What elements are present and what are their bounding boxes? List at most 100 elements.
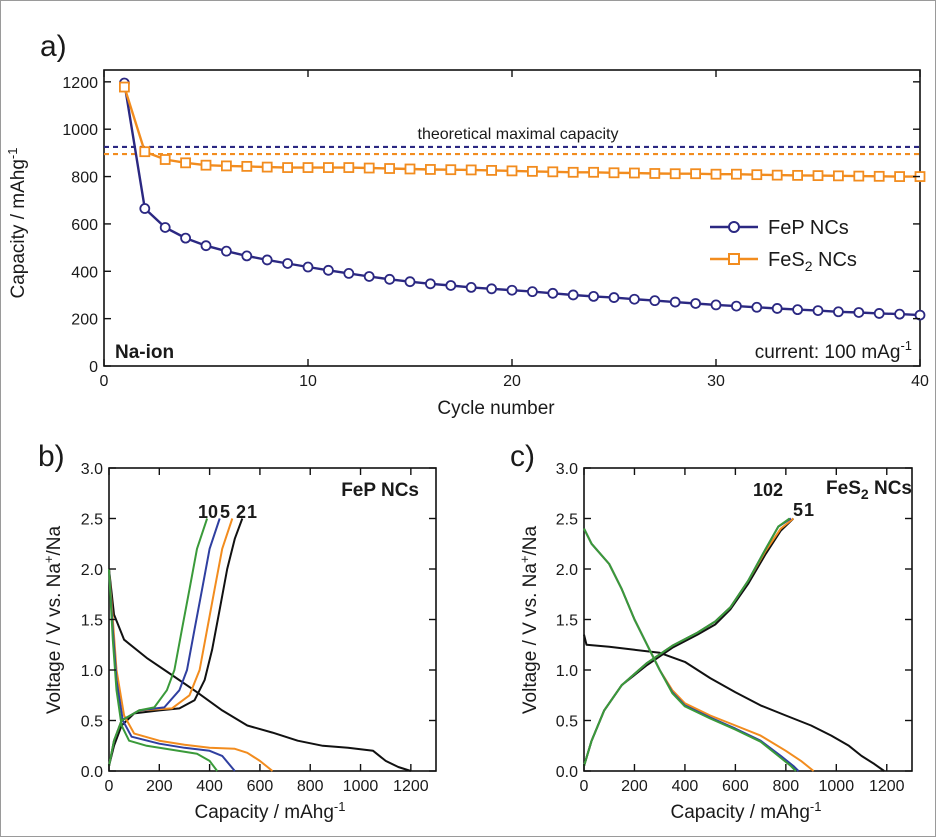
cycle-1-discharge-curve [108, 568, 412, 772]
cycle-5-charge-curve [108, 518, 221, 767]
data-point-fep [424, 278, 436, 290]
data-point-fes2 [465, 164, 477, 176]
x-tick-label: 0 [100, 373, 109, 390]
data-point-fep [649, 295, 661, 307]
legend-label-fes2: FeS2 NCs [768, 249, 857, 274]
legend-label-fep: FeP NCs [768, 217, 849, 239]
data-point-fes2 [588, 166, 599, 178]
cycle-1-charge-curve [108, 518, 244, 767]
y-tick-label: 600 [71, 217, 98, 234]
x-tick-label: 200 [621, 778, 648, 795]
panel-c-y-axis-title: Voltage / V vs. Na+/Na [517, 525, 541, 714]
panel-c-x-axis-title: Capacity / mAhg-1 [671, 799, 822, 823]
data-point-fep [669, 296, 681, 308]
x-tick-label: 0 [105, 778, 114, 795]
y-tick-label: 3.0 [556, 461, 578, 478]
data-point-fes2 [873, 170, 885, 182]
y-tick-label: 1.5 [81, 613, 103, 630]
panel-c-title: FeS2 NCs [826, 478, 912, 502]
x-tick-label: 200 [146, 778, 173, 795]
x-tick-label: 400 [672, 778, 699, 795]
series-line-fes2 [123, 86, 920, 178]
cycle-label-1: 1 [247, 502, 257, 522]
data-point-fep [445, 280, 457, 291]
panel-b: b) 0 200 400 600 800 1000 1200 0.0 0.5 1.0 1.5 2.0 2… [38, 440, 437, 823]
y-tick-label: 3.0 [81, 461, 103, 478]
y-tick-label: 1.0 [556, 663, 578, 680]
data-point-fes2 [771, 169, 783, 181]
data-point-fes2 [486, 165, 498, 176]
data-point-fes2 [445, 164, 457, 176]
x-tick-label: 1000 [819, 778, 855, 795]
x-tick-label: 20 [503, 373, 521, 390]
panel-a-y-axis-title: Capacity / mAhg-1 [5, 148, 29, 299]
data-point-fes2 [669, 168, 681, 180]
panel-b-letter: b) [38, 440, 65, 473]
data-point-fep [139, 203, 151, 214]
cycle-label-5: 5 [220, 502, 230, 522]
data-point-fes2 [731, 168, 742, 180]
legend-marker-fes2 [728, 253, 740, 265]
panel-b-plot-area [108, 467, 437, 772]
data-point-fes2 [812, 170, 824, 182]
theoretical-capacity-label: theoretical maximal capacity [418, 126, 619, 143]
data-point-fes2 [629, 167, 640, 179]
data-point-fes2 [302, 162, 314, 173]
y-tick-label: 0.5 [81, 714, 103, 731]
data-point-fes2 [833, 170, 844, 182]
data-point-fep [241, 250, 253, 262]
data-point-fep [363, 271, 375, 282]
panel-c-cycle-labels: 10 2 5 1 [753, 480, 814, 520]
data-point-fes2 [792, 169, 803, 181]
y-tick-label: 2.5 [81, 512, 103, 529]
cycle-1-discharge-curve [583, 634, 885, 772]
data-point-fes2 [710, 168, 722, 180]
data-point-fes2 [282, 162, 294, 173]
data-point-fes2 [220, 160, 232, 172]
panel-b-y-axis-title: Voltage / V vs. Na+/Na [41, 525, 65, 714]
data-point-fes2 [649, 168, 661, 179]
panel-c-letter: c) [510, 440, 535, 473]
panel-c-axes-box [583, 467, 913, 772]
x-tick-label: 600 [722, 778, 749, 795]
cycle-10-discharge-curve [583, 528, 797, 772]
data-point-fep [629, 293, 640, 305]
data-point-fep [812, 305, 824, 316]
data-point-fes2 [894, 171, 905, 182]
data-point-fes2 [119, 81, 130, 93]
y-tick-label: 2.0 [556, 562, 578, 579]
panel-b-x-axis-title: Capacity / mAhg-1 [195, 799, 346, 823]
cycle-label-10: 10 [198, 502, 218, 522]
x-tick-label: 1200 [393, 778, 429, 795]
na-ion-label: Na-ion [115, 342, 174, 363]
data-point-fep [771, 303, 783, 314]
panel-c-plot-area [583, 467, 913, 772]
data-point-fep [486, 283, 498, 295]
data-point-fep [180, 232, 192, 244]
x-tick-label: 600 [247, 778, 274, 795]
y-tick-label: 1000 [62, 122, 98, 139]
data-point-fes2 [200, 159, 212, 171]
panel-b-axes-box [108, 467, 437, 772]
cycle-10-charge-curve [583, 517, 791, 767]
x-tick-label: 800 [772, 778, 799, 795]
data-point-fes2 [527, 165, 538, 177]
data-point-fep [873, 308, 885, 319]
panel-a-plot-area [103, 69, 926, 367]
data-point-fep [527, 286, 538, 298]
data-point-fes2 [261, 161, 273, 173]
data-point-fep [261, 254, 273, 266]
data-point-fep [751, 301, 763, 313]
y-tick-label: 0.0 [556, 764, 578, 781]
data-point-fep [384, 273, 396, 285]
data-point-fes2 [567, 166, 579, 178]
data-point-fep [731, 300, 742, 312]
y-tick-label: 0.0 [81, 764, 103, 781]
data-point-fes2 [547, 166, 559, 178]
y-tick-label: 0 [89, 359, 98, 376]
current-label: current: 100 mAg-1 [755, 338, 912, 363]
x-tick-label: 30 [707, 373, 725, 390]
data-point-fes2 [343, 162, 355, 173]
